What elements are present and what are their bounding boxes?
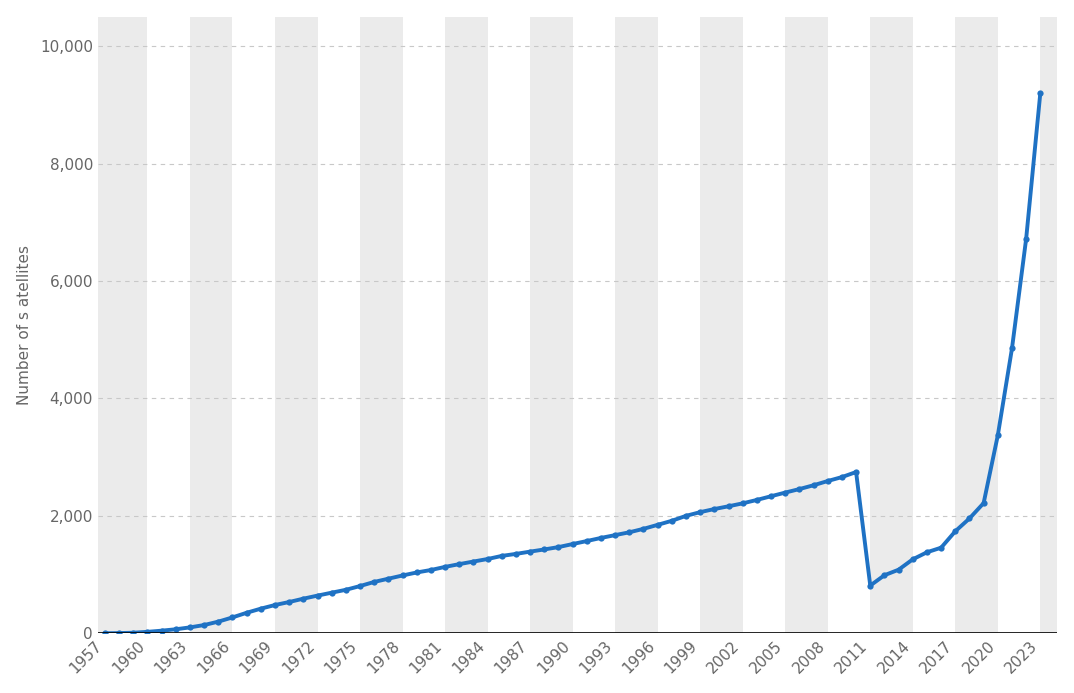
- Bar: [700, 17, 743, 633]
- Bar: [360, 17, 403, 633]
- Bar: [445, 17, 488, 633]
- Bar: [955, 17, 998, 633]
- Bar: [190, 17, 232, 633]
- Bar: [1041, 17, 1057, 633]
- Bar: [785, 17, 828, 633]
- Y-axis label: Number of s atellites: Number of s atellites: [17, 245, 31, 405]
- Bar: [98, 17, 105, 633]
- Bar: [531, 17, 572, 633]
- Bar: [615, 17, 657, 633]
- Bar: [275, 17, 318, 633]
- Bar: [870, 17, 913, 633]
- Bar: [105, 17, 147, 633]
